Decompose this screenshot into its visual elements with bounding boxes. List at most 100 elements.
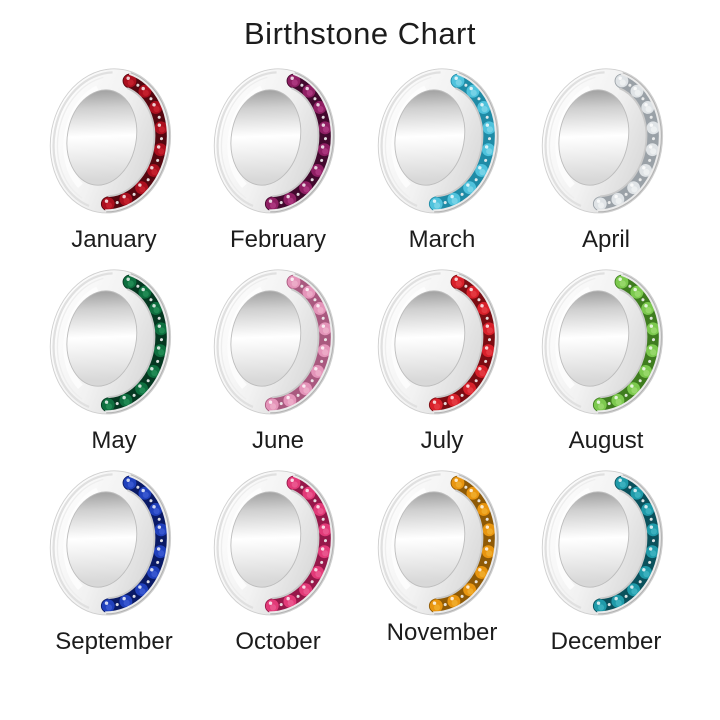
- channel-inner-lip: [108, 87, 156, 198]
- ring-hole: [66, 290, 138, 387]
- month-label: February: [229, 226, 327, 253]
- channel-inner-lip: [600, 489, 648, 600]
- channel-inner-lip: [108, 489, 156, 600]
- metal-glints: [607, 284, 656, 406]
- ring-hole: [230, 290, 302, 387]
- month-label: November: [386, 619, 498, 646]
- channel-inner-lip: [272, 87, 320, 198]
- ring-hole: [394, 89, 466, 186]
- ring-hole: [230, 491, 302, 588]
- stone: [428, 397, 444, 413]
- stone: [592, 397, 608, 413]
- month-label: December: [550, 628, 662, 655]
- birthstone-item: April: [524, 60, 688, 255]
- ring-graphic: [541, 269, 664, 415]
- stone: [118, 392, 134, 408]
- channel-outer-shadow: [106, 474, 170, 615]
- birthstone-item: January: [32, 60, 196, 255]
- left-rim-line: [380, 272, 441, 409]
- stone: [629, 485, 645, 501]
- ring-hole: [394, 491, 466, 588]
- stones: [264, 475, 333, 614]
- channel-outer-lip: [269, 474, 334, 615]
- stone: [312, 100, 328, 115]
- stones: [428, 73, 497, 212]
- stone: [640, 100, 656, 115]
- birthstone-item: September: [32, 462, 196, 657]
- left-rim-line-inner: [548, 478, 596, 601]
- stone: [640, 502, 656, 517]
- ring-image: [37, 462, 191, 625]
- metal-glints: [115, 284, 164, 406]
- ring-grid: January: [32, 60, 688, 657]
- stone: [614, 274, 630, 290]
- left-rim-line: [52, 272, 113, 409]
- left-rim-line: [216, 473, 277, 610]
- stone: [317, 142, 332, 158]
- channel-outer-lip: [597, 72, 662, 213]
- stones: [428, 475, 497, 614]
- metal-glints: [279, 485, 328, 607]
- month-label: August: [568, 427, 644, 454]
- metal-glints: [607, 485, 656, 607]
- ring-image: [365, 261, 519, 424]
- channel-outer-shadow: [434, 72, 498, 213]
- left-rim-line: [216, 71, 277, 208]
- channel-inner-lip: [272, 288, 320, 399]
- stone: [134, 180, 149, 196]
- channel-outer-shadow: [434, 273, 498, 414]
- ring-image: [37, 261, 191, 424]
- stone: [134, 582, 149, 598]
- metal-glints: [443, 485, 492, 607]
- month-label: April: [581, 226, 630, 253]
- stone: [310, 163, 325, 178]
- channel-outer-lip: [433, 72, 498, 213]
- channel-outer-lip: [433, 474, 498, 615]
- stone: [264, 397, 280, 413]
- left-rim-line-inner: [56, 478, 104, 601]
- birthstone-item: May: [32, 261, 196, 456]
- left-rim-line-inner: [384, 277, 432, 400]
- ring-image: [37, 60, 191, 223]
- channel-outer-lip: [433, 273, 498, 414]
- metal-glints: [607, 83, 656, 205]
- stone: [153, 544, 168, 560]
- stone: [137, 284, 153, 300]
- stone: [614, 73, 630, 89]
- stone: [645, 343, 660, 359]
- channel-inner-lip: [272, 489, 320, 600]
- metal-glints: [443, 83, 492, 205]
- stone: [286, 274, 302, 290]
- metal-glints: [115, 485, 164, 607]
- stone: [122, 475, 138, 491]
- ring-image: [529, 60, 683, 223]
- ring-graphic: [541, 470, 664, 616]
- stones: [592, 475, 661, 614]
- channel-inner-lip: [436, 489, 484, 600]
- channel-inner-lip: [436, 288, 484, 399]
- ring-graphic: [213, 470, 336, 616]
- stone: [481, 142, 496, 158]
- stone: [282, 593, 298, 609]
- channel-inner-lip: [600, 87, 648, 198]
- ring-graphic: [377, 269, 500, 415]
- stones: [264, 73, 333, 212]
- stone: [317, 120, 333, 136]
- stone: [137, 83, 153, 99]
- stone: [450, 274, 466, 290]
- month-label: June: [251, 427, 305, 454]
- stone: [100, 598, 116, 614]
- channel-outer-shadow: [106, 72, 170, 213]
- ring-hole: [558, 491, 630, 588]
- stone: [428, 598, 444, 614]
- month-label: May: [91, 427, 137, 454]
- ring-graphic: [213, 269, 336, 415]
- channel-outer-lip: [105, 474, 170, 615]
- month-label: January: [71, 226, 157, 253]
- birthstone-item: February: [196, 60, 360, 255]
- ring-image: [201, 462, 355, 625]
- left-rim-line-inner: [220, 76, 268, 199]
- stones: [100, 73, 169, 212]
- stone: [153, 142, 168, 158]
